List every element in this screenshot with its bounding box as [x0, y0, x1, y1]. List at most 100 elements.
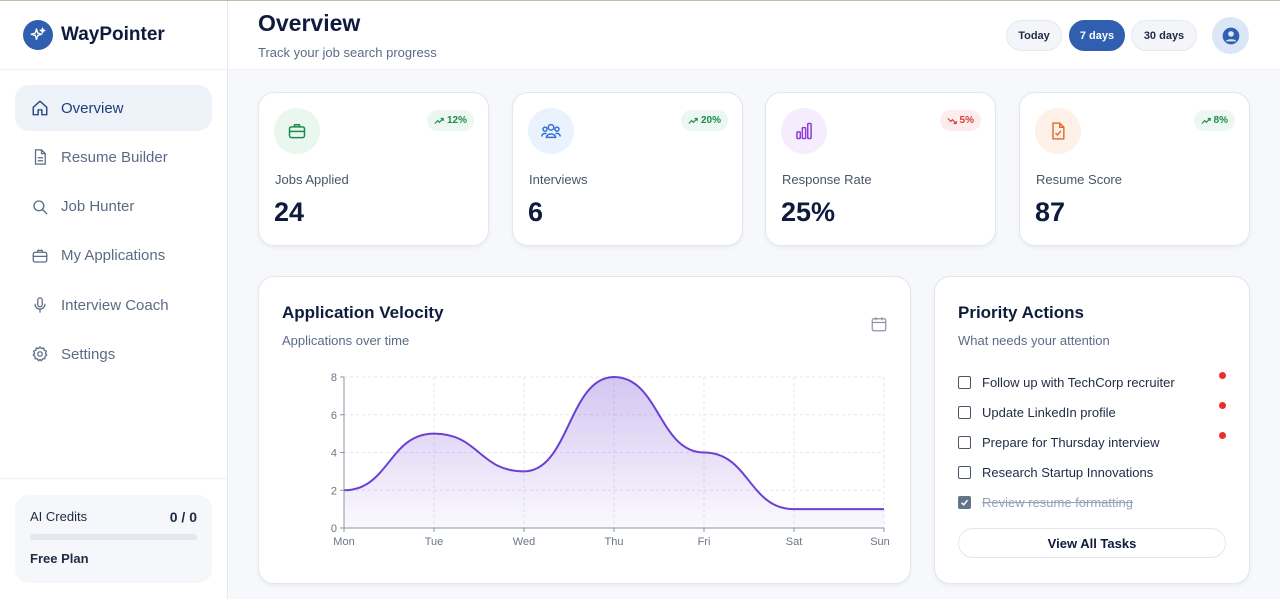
- trend-up-icon: [434, 117, 444, 124]
- task-checkbox[interactable]: [958, 406, 971, 419]
- trend-up-icon: [1200, 117, 1211, 124]
- trend-value: 12%: [446, 115, 467, 126]
- users-icon: [528, 108, 574, 154]
- sidebar-item-overview[interactable]: Overview: [15, 85, 212, 131]
- briefcase-icon: [30, 246, 50, 266]
- stat-card-resume-score: 8% Resume Score 87: [1019, 92, 1250, 246]
- plan-name: Free Plan: [30, 551, 89, 566]
- top-border: [0, 0, 1280, 1]
- brand[interactable]: WayPointer: [0, 1, 227, 70]
- trend-badge: 20%: [680, 110, 728, 131]
- task-checkbox[interactable]: [958, 436, 971, 449]
- task-item[interactable]: Update LinkedIn profile: [958, 405, 1116, 420]
- credits-progress-bar: [30, 534, 197, 540]
- task-checkbox-checked[interactable]: [958, 496, 971, 509]
- trend-badge: 8%: [1193, 110, 1235, 131]
- task-label: Review resume formatting: [982, 495, 1133, 510]
- bar-chart-icon: [781, 108, 827, 154]
- page-header: Overview Track your job search progress …: [228, 1, 1280, 70]
- page-title: Overview: [258, 10, 361, 36]
- task-item[interactable]: Follow up with TechCorp recruiter: [958, 375, 1175, 390]
- stat-card-jobs-applied: 12% Jobs Applied 24: [258, 92, 489, 246]
- range-today-button[interactable]: Today: [1006, 20, 1062, 51]
- velocity-chart: 0 2 4 6 8 Mon Tue Wed Thu Fri Sat Sun: [331, 372, 890, 548]
- sparkle-logo-icon: [23, 20, 53, 50]
- x-tick-label: Fri: [698, 536, 711, 548]
- sidebar-item-resume-builder[interactable]: Resume Builder: [15, 134, 212, 180]
- y-tick-label: 4: [331, 448, 337, 460]
- y-tick-label: 2: [331, 485, 337, 497]
- document-icon: [30, 147, 50, 167]
- task-item[interactable]: Prepare for Thursday interview: [958, 435, 1160, 450]
- y-tick-label: 6: [331, 410, 337, 422]
- velocity-card: Application Velocity Applications over t…: [258, 276, 911, 584]
- task-label: Prepare for Thursday interview: [982, 435, 1160, 450]
- x-tick-label: Wed: [513, 536, 535, 548]
- sidebar-item-label: Job Hunter: [61, 198, 135, 216]
- stat-value: 25%: [781, 197, 836, 227]
- priority-subtitle: What needs your attention: [958, 333, 1110, 348]
- stat-value: 87: [1035, 197, 1066, 227]
- gear-icon: [30, 344, 50, 364]
- x-tick-label: Mon: [333, 536, 354, 548]
- series-line: [343, 375, 884, 511]
- sidebar-item-label: Interview Coach: [61, 296, 169, 314]
- user-avatar[interactable]: [1212, 17, 1249, 54]
- x-tick-label: Sat: [786, 536, 803, 548]
- stat-card-interviews: 20% Interviews 6: [512, 92, 743, 246]
- trend-down-icon: [946, 117, 957, 124]
- sidebar: WayPointer Overview Resume Builder Job H…: [0, 1, 228, 599]
- x-tick-label: Thu: [605, 536, 624, 548]
- stat-label: Response Rate: [782, 172, 872, 187]
- stat-label: Interviews: [529, 172, 588, 187]
- trend-value: 20%: [700, 115, 721, 126]
- home-icon: [30, 98, 50, 118]
- page-subtitle: Track your job search progress: [258, 45, 437, 60]
- stat-value: 24: [274, 197, 305, 227]
- sidebar-item-interview-coach[interactable]: Interview Coach: [15, 282, 212, 328]
- trend-badge: 5%: [939, 110, 981, 131]
- trend-value: 8%: [1213, 115, 1228, 126]
- sidebar-item-settings[interactable]: Settings: [15, 331, 212, 377]
- y-tick-label: 0: [331, 523, 337, 535]
- range-30-days-button[interactable]: 30 days: [1131, 20, 1197, 51]
- microphone-icon: [30, 295, 50, 315]
- brand-name: WayPointer: [61, 24, 165, 45]
- sidebar-nav: Overview Resume Builder Job Hunter My Ap…: [0, 70, 227, 377]
- urgent-dot: [1219, 372, 1226, 379]
- task-item[interactable]: Review resume formatting: [958, 495, 1133, 510]
- sidebar-item-label: Settings: [61, 345, 116, 363]
- trend-value: 5%: [959, 115, 974, 126]
- task-checkbox[interactable]: [958, 376, 971, 389]
- task-label: Update LinkedIn profile: [982, 405, 1116, 420]
- priority-card: Priority Actions What needs your attenti…: [934, 276, 1250, 584]
- range-7-days-button[interactable]: 7 days: [1069, 20, 1125, 51]
- stat-label: Jobs Applied: [275, 172, 349, 187]
- velocity-subtitle: Applications over time: [282, 333, 410, 348]
- credits-section: AI Credits 0 / 0 Free Plan: [0, 478, 227, 599]
- stat-value: 6: [528, 197, 544, 227]
- credits-value: 0 / 0: [169, 509, 197, 525]
- user-icon: [1222, 27, 1239, 44]
- sidebar-item-label: Overview: [61, 99, 124, 117]
- task-label: Follow up with TechCorp recruiter: [982, 375, 1175, 390]
- sidebar-item-my-applications[interactable]: My Applications: [15, 233, 212, 279]
- priority-title: Priority Actions: [958, 303, 1084, 322]
- urgent-dot: [1219, 402, 1226, 409]
- urgent-dot: [1219, 432, 1226, 439]
- sidebar-item-job-hunter[interactable]: Job Hunter: [15, 184, 212, 230]
- x-tick-label: Sun: [870, 536, 890, 548]
- view-all-tasks-button[interactable]: View All Tasks: [958, 528, 1226, 558]
- credits-label: AI Credits: [30, 509, 88, 524]
- velocity-title: Application Velocity: [282, 303, 444, 322]
- task-checkbox[interactable]: [958, 466, 971, 479]
- trend-up-icon: [688, 117, 698, 124]
- file-check-icon: [1035, 108, 1081, 154]
- check-icon: [961, 499, 969, 506]
- briefcase-icon: [274, 108, 320, 154]
- calendar-icon[interactable]: [870, 315, 888, 333]
- series-area: [344, 377, 884, 528]
- stat-card-response-rate: 5% Response Rate 25%: [765, 92, 996, 246]
- x-tick-label: Tue: [425, 536, 444, 548]
- task-item[interactable]: Research Startup Innovations: [958, 465, 1153, 480]
